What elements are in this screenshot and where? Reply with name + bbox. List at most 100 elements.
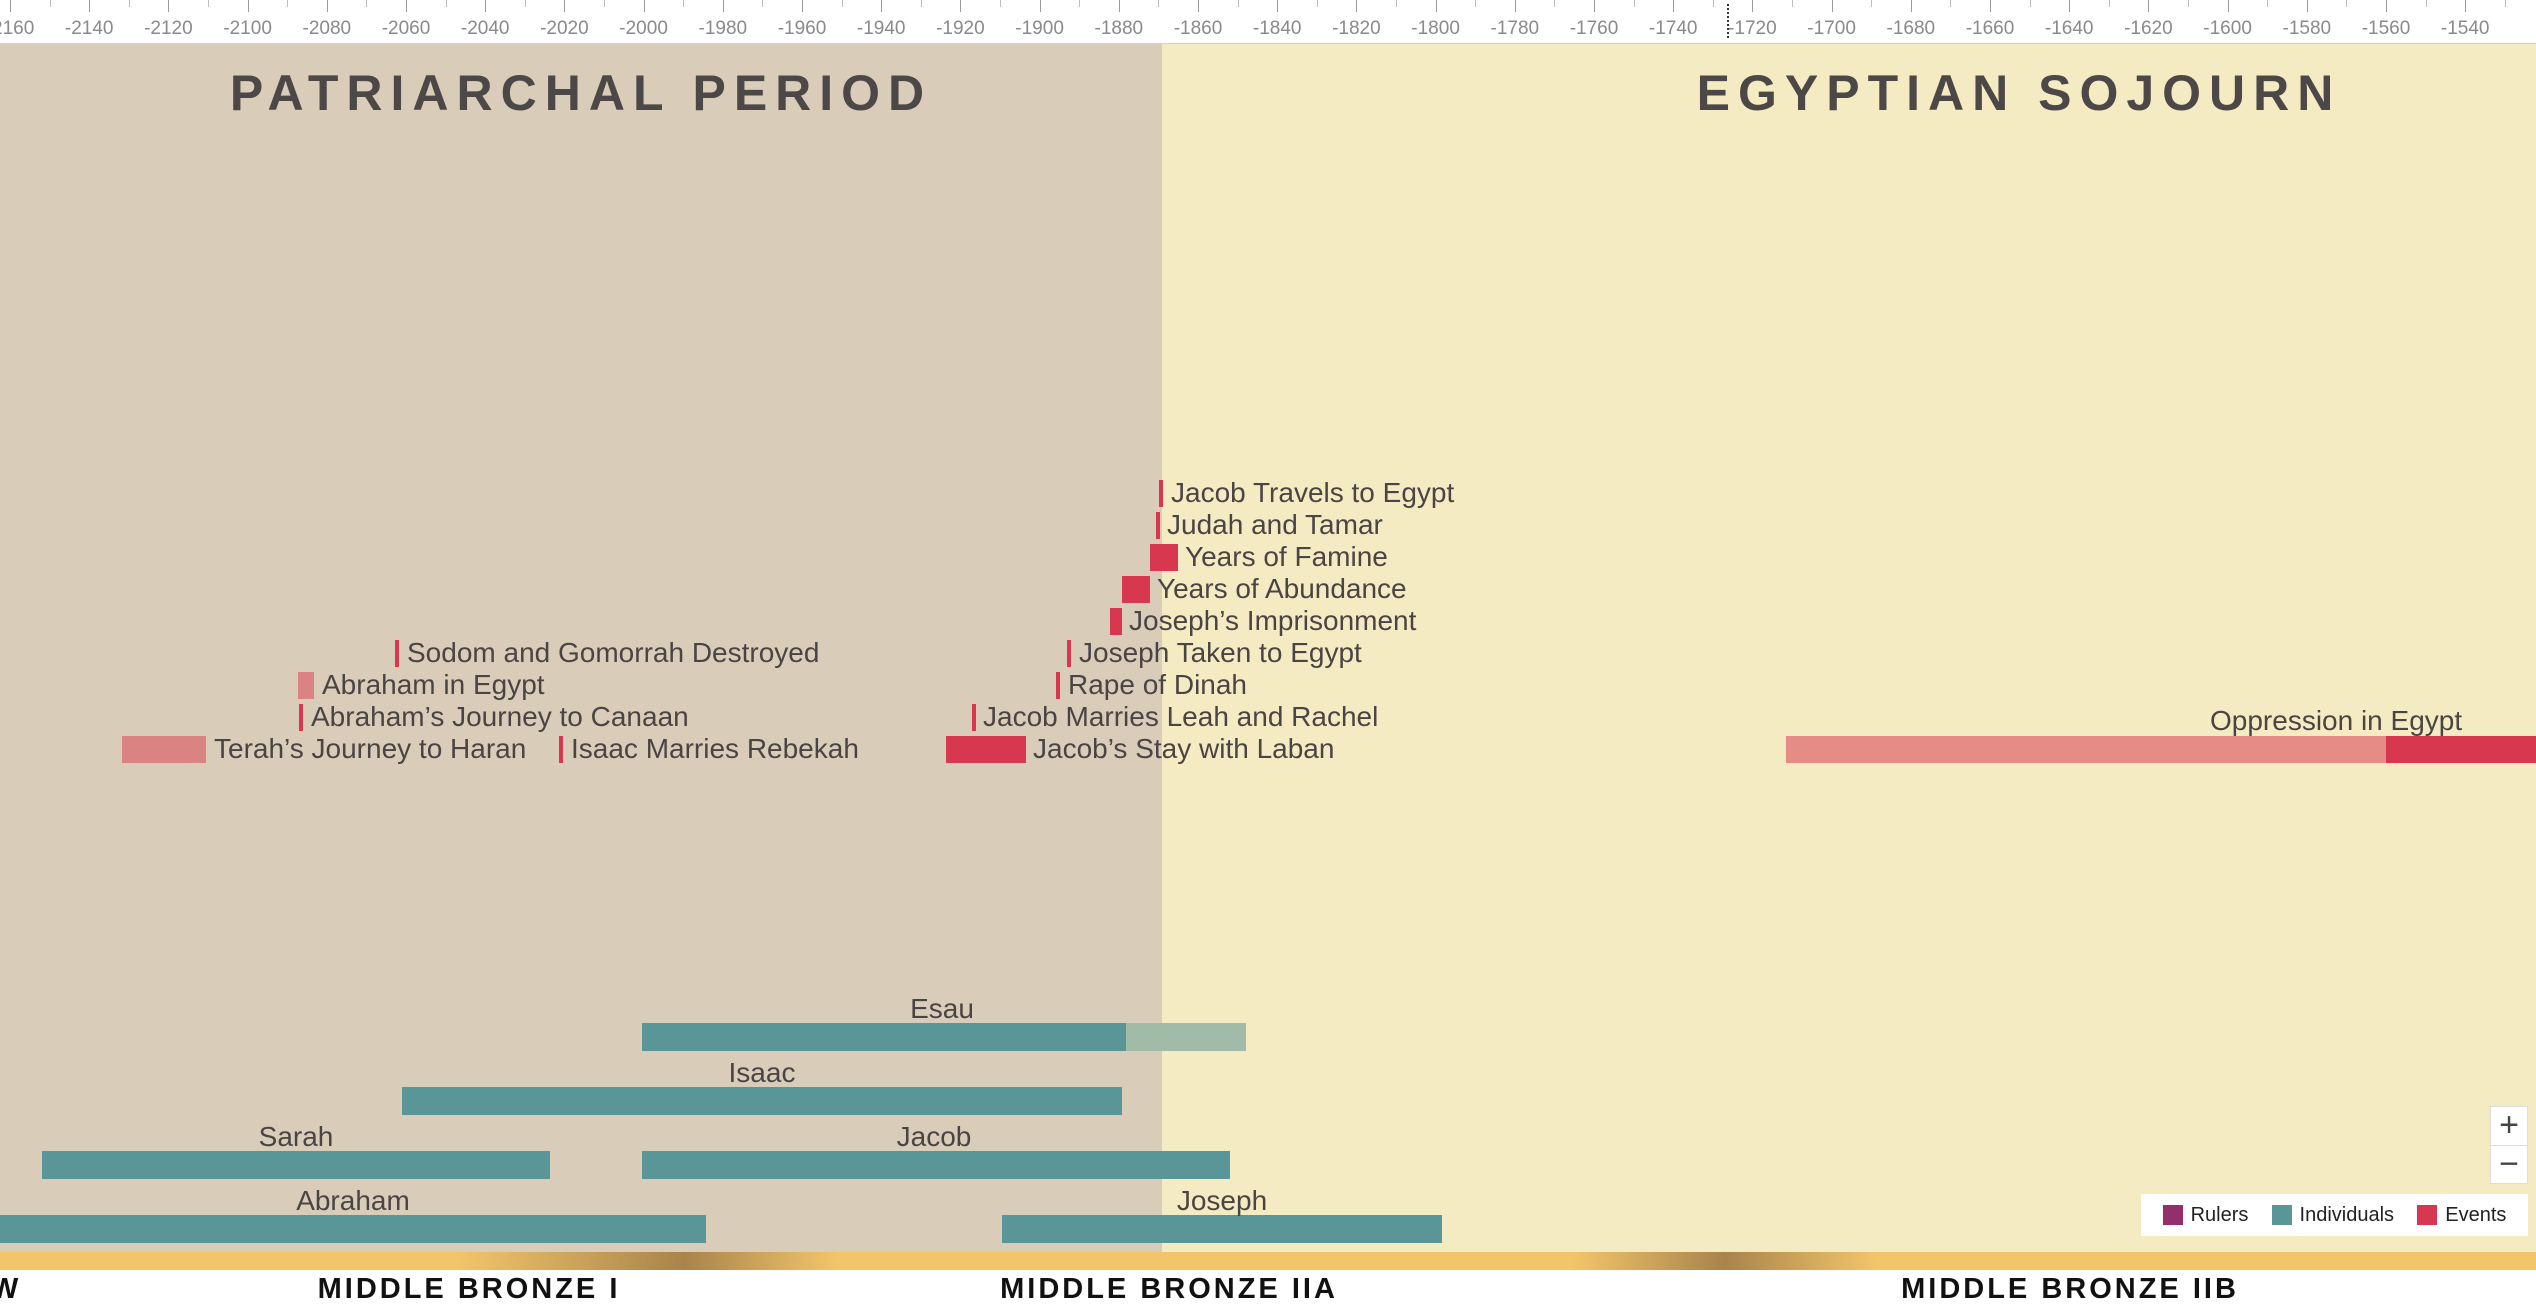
ruler-label: -1760 [1569, 18, 1619, 39]
ruler-label: -1660 [1965, 18, 2015, 39]
individual-label-abraham[interactable]: Abraham [296, 1185, 410, 1216]
time-ruler[interactable]: -2160 -2140 -2120 -2100 -2080 -2060 -2040 -2020… [0, 0, 2536, 44]
timeline-canvas[interactable]: PATRIARCHAL PERIOD EGYPTIAN SOJOURN Tera… [0, 44, 2536, 1252]
event-bar-oppression[interactable] [2386, 736, 2536, 763]
ruler-tick [1514, 0, 1516, 12]
event-label-rape-of-dinah[interactable]: Rape of Dinah [1068, 669, 1248, 700]
event-bar-rape-of-dinah[interactable] [1056, 672, 1060, 699]
ruler-tick [1118, 0, 1120, 12]
ruler-tick [287, 0, 289, 7]
ruler-label: -2100 [223, 18, 272, 39]
ruler-tick [2188, 0, 2189, 7]
ruler-label: -1680 [1886, 18, 1936, 39]
event-bar-terah-journey[interactable] [122, 736, 206, 763]
culture-label-left-edge: W [0, 1273, 22, 1304]
ruler-label: -1740 [1648, 18, 1698, 39]
ruler-tick [1316, 0, 1318, 7]
era-title-patriarchal: PATRIARCHAL PERIOD [229, 65, 933, 121]
ruler-label: -2140 [64, 18, 114, 39]
individual-label-esau[interactable]: Esau [910, 993, 974, 1024]
event-label-jacob-travels[interactable]: Jacob Travels to Egypt [1171, 477, 1455, 508]
event-bar-joseph-imprisonment[interactable] [1110, 608, 1122, 635]
individual-bar-joseph[interactable] [1002, 1215, 1442, 1243]
event-label-abraham-egypt[interactable]: Abraham in Egypt [322, 669, 545, 700]
ruler-tick [1396, 0, 1397, 7]
culture-label-middle-bronze-iia: MIDDLE BRONZE IIA [1000, 1273, 1338, 1304]
individual-bar-isaac[interactable] [402, 1087, 1122, 1115]
event-label-sodom-gomorrah[interactable]: Sodom and Gomorrah Destroyed [407, 637, 820, 668]
event-bar-isaac-rebekah[interactable] [559, 736, 563, 763]
event-label-jacob-marries[interactable]: Jacob Marries Leah and Rachel [983, 701, 1379, 732]
event-bar-jacob-marries[interactable] [972, 704, 976, 731]
ruler-tick [326, 0, 328, 12]
event-label-joseph-taken[interactable]: Joseph Taken to Egypt [1079, 637, 1362, 668]
individual-label-isaac[interactable]: Isaac [728, 1057, 796, 1088]
ruler-tick [1712, 0, 1714, 7]
legend-item-individuals[interactable]: Individuals [2271, 1203, 2395, 1227]
ruler-label: -1880 [1094, 18, 1144, 39]
event-bar-joseph-taken[interactable] [1067, 640, 1071, 667]
individual-bar-esau[interactable] [642, 1023, 1126, 1051]
individual-bar-sarah[interactable] [42, 1151, 550, 1179]
ruler-tick [208, 0, 209, 7]
ruler-tick [2069, 0, 2071, 12]
legend-label-rulers: Rulers [2190, 1203, 2249, 1226]
ruler-tick [524, 0, 526, 7]
ruler-tick [1277, 0, 1279, 12]
individual-label-jacob[interactable]: Jacob [896, 1121, 972, 1152]
event-label-years-famine[interactable]: Years of Famine [1185, 541, 1388, 572]
ruler-tick [1594, 0, 1595, 12]
event-bar-years-abundance[interactable] [1122, 576, 1150, 603]
ruler-tick [1039, 0, 1041, 12]
individual-bar-esau-extension[interactable] [1126, 1023, 1246, 1051]
event-label-terah-journey[interactable]: Terah’s Journey to Haran [214, 733, 527, 764]
time-cursor-marker [1727, 4, 1729, 38]
legend-item-rulers[interactable]: Rulers [2162, 1203, 2249, 1227]
event-bar-oppression-faded[interactable] [1786, 736, 2386, 763]
ruler-tick [2504, 0, 2506, 7]
ruler-tick [1910, 0, 1912, 12]
event-bar-years-famine[interactable] [1150, 544, 1178, 571]
event-bar-jacob-travels[interactable] [1159, 480, 1163, 507]
ruler-tick [168, 0, 170, 12]
ruler-tick [762, 0, 764, 7]
legend-swatch-events [2417, 1205, 2438, 1225]
event-bar-judah-tamar[interactable] [1156, 512, 1160, 539]
individual-label-joseph[interactable]: Joseph [1176, 1185, 1268, 1216]
zoom-controls: + − [2490, 1106, 2528, 1184]
ruler-label: -1940 [856, 18, 906, 39]
ruler-tick [1237, 0, 1239, 7]
individual-bar-jacob[interactable] [642, 1151, 1230, 1179]
event-bar-jacob-laban[interactable] [946, 736, 1026, 763]
ruler-label: -1640 [2044, 18, 2094, 39]
ruler-label: -2040 [460, 18, 510, 39]
ruler-tick [1079, 0, 1081, 7]
ruler-tick [841, 0, 843, 7]
event-label-isaac-rebekah[interactable]: Isaac Marries Rebekah [571, 733, 859, 764]
ruler-label: -1920 [936, 18, 985, 39]
event-bar-abraham-egypt[interactable] [298, 672, 314, 699]
individual-bar-abraham[interactable] [0, 1215, 706, 1243]
individual-label-sarah[interactable]: Sarah [258, 1121, 334, 1152]
event-bar-sodom-gomorrah[interactable] [395, 640, 399, 667]
event-label-years-abundance[interactable]: Years of Abundance [1157, 573, 1407, 604]
legend-label-individuals: Individuals [2299, 1203, 2395, 1226]
ruler-label: -1820 [1332, 18, 1381, 39]
event-label-joseph-imprisonment[interactable]: Joseph’s Imprisonment [1129, 605, 1417, 636]
ruler-tick [2306, 0, 2308, 12]
era-title-egyptian: EGYPTIAN SOJOURN [1696, 65, 2342, 121]
ruler-tick [1871, 0, 1873, 7]
event-label-oppression[interactable]: Oppression in Egypt [2210, 705, 2463, 736]
event-label-jacob-laban[interactable]: Jacob’s Stay with Laban [1033, 733, 1335, 764]
zoom-in-button[interactable]: + [2499, 1106, 2519, 1144]
zoom-out-button[interactable]: − [2491, 1145, 2527, 1183]
ruler-tick [1792, 0, 1793, 7]
event-label-abraham-canaan[interactable]: Abraham’s Journey to Canaan [311, 701, 689, 732]
ruler-tick [604, 0, 605, 7]
event-label-judah-tamar[interactable]: Judah and Tamar [1167, 509, 1383, 540]
archaeological-period-band [0, 1252, 2536, 1270]
legend-item-events[interactable]: Events [2417, 1204, 2506, 1227]
ruler-label: -1600 [2203, 18, 2252, 39]
ruler-tick [2029, 0, 2031, 7]
event-bar-abraham-canaan[interactable] [299, 704, 303, 731]
